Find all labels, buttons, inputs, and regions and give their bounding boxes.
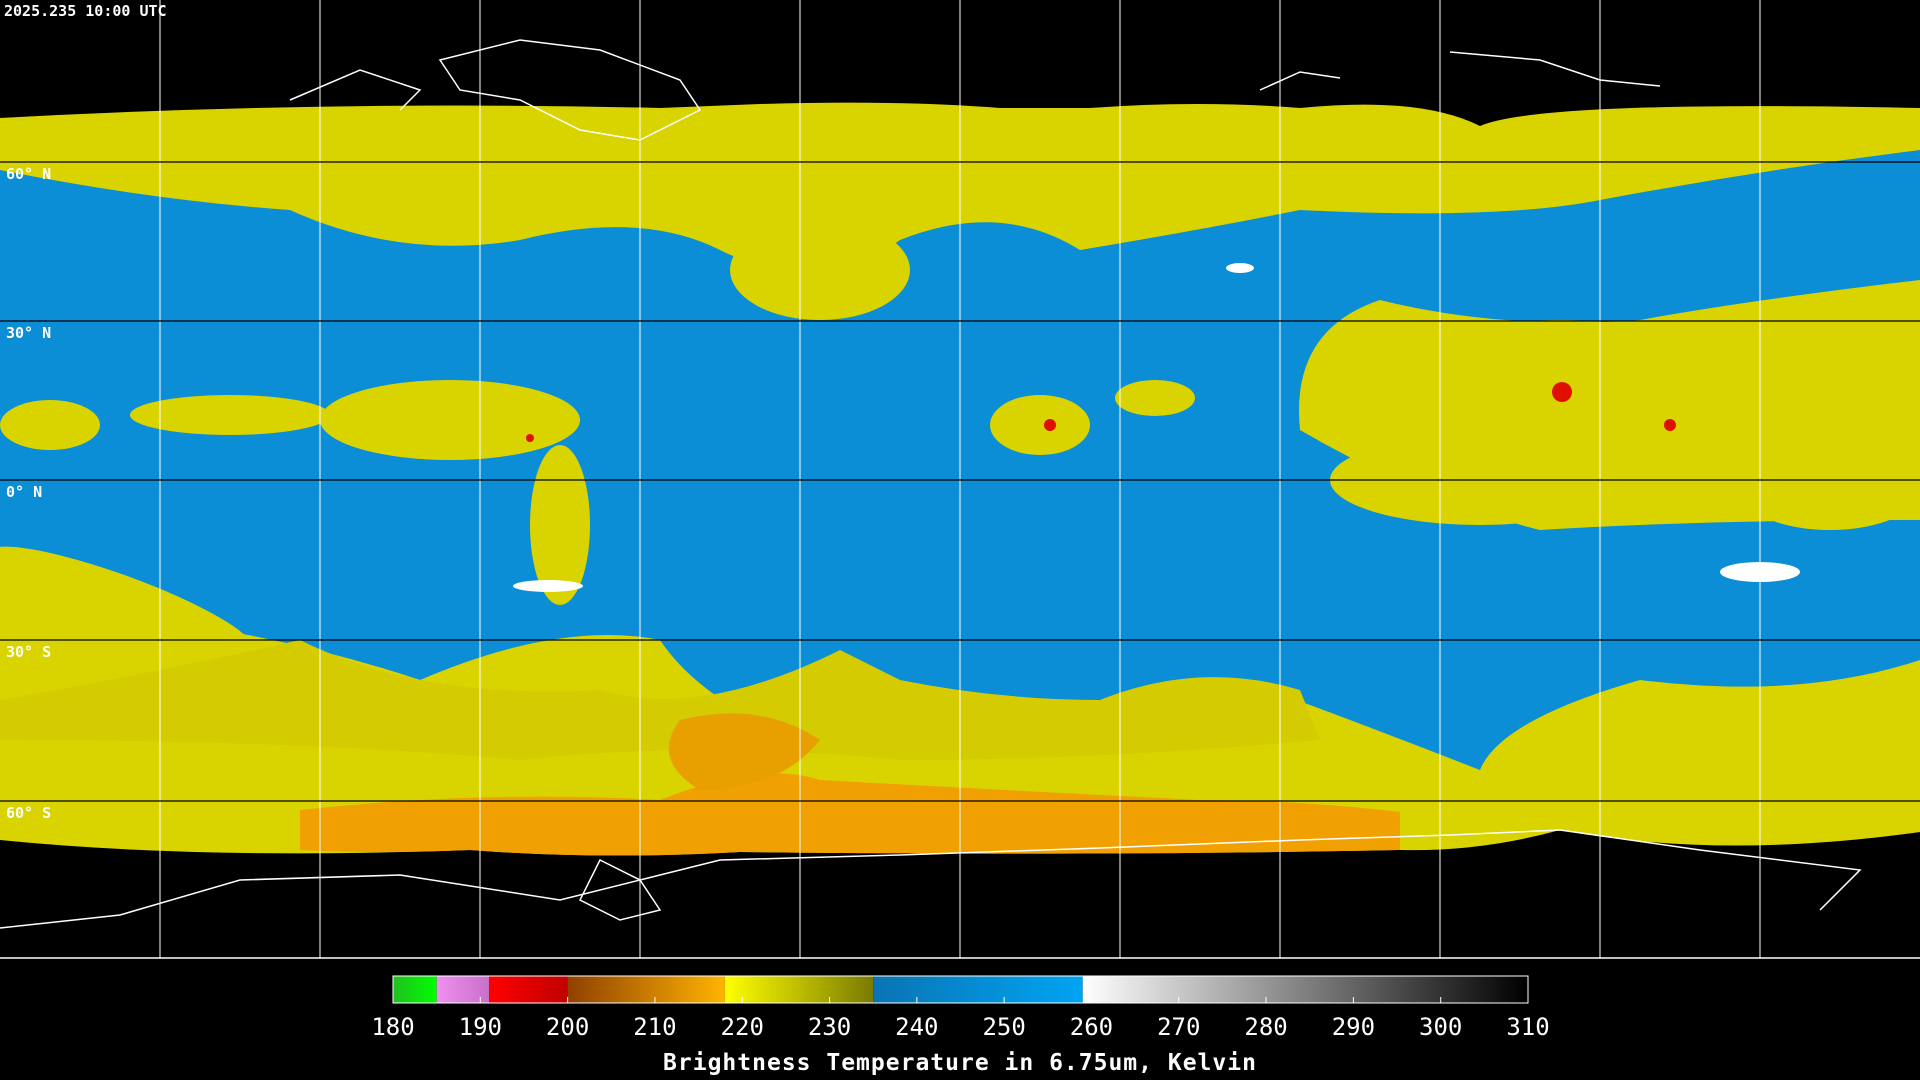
colorbar-tick-label: 300: [1419, 1013, 1462, 1041]
coastline: [289, 69, 422, 111]
colorbar-segment: [873, 976, 1083, 1003]
cold-cloud: [300, 773, 1400, 856]
colorbar-segment: [436, 976, 490, 1003]
colorbar-tick-label: 310: [1506, 1013, 1549, 1041]
colorbar-title: Brightness Temperature in 6.75um, Kelvin: [663, 1050, 1257, 1076]
coastline: [0, 829, 1862, 929]
storm-core: [526, 434, 534, 442]
latitude-label: 30° N: [6, 324, 51, 342]
graticule: [0, 0, 1920, 959]
colorbar-frame: [392, 975, 1529, 1004]
colorbar-tick-label: 260: [1070, 1013, 1113, 1041]
colorbar-tick-label: 180: [371, 1013, 414, 1041]
warm-spot: [513, 580, 583, 592]
timestamp: 2025.235 10:00 UTC: [4, 2, 167, 20]
cloud-cluster: [320, 380, 580, 460]
cloud-swirl: [730, 220, 910, 320]
latitude-label: 60° N: [6, 165, 51, 183]
colorbar-tick-label: 290: [1332, 1013, 1375, 1041]
coastline: [438, 39, 702, 141]
latitude-label: 30° S: [6, 643, 51, 661]
storm-core: [1044, 419, 1056, 431]
storm-core: [1664, 419, 1676, 431]
colorbar-tick-label: 270: [1157, 1013, 1200, 1041]
colorbar-segment: [489, 976, 568, 1003]
cloud-cluster: [1740, 450, 1920, 530]
colorbar-tick-label: 220: [721, 1013, 764, 1041]
latitude-labels: 60° N 30° N 0° N 30° S 60° S: [6, 165, 51, 822]
cloud-cluster: [530, 445, 590, 605]
latitude-label: 0° N: [6, 483, 42, 501]
latitude-label: 60° S: [6, 804, 51, 822]
cloud-cluster: [130, 395, 330, 435]
colorbar-segment: [724, 976, 874, 1003]
cloud-streak: [0, 546, 252, 654]
colorbar-segment: [567, 976, 725, 1003]
colorbar: 180 190 200 210 220 230 240 250 260 270 280 290 300 3…: [371, 975, 1550, 1041]
colorbar-tick-label: 190: [459, 1013, 502, 1041]
cloud-band-south: [0, 640, 1320, 760]
colorbar-segment: [393, 976, 437, 1003]
coastline: [1449, 51, 1661, 87]
colorbar-tick-label: 280: [1244, 1013, 1287, 1041]
warm-spot: [1226, 263, 1254, 273]
colorbar-tick-label: 200: [546, 1013, 589, 1041]
cold-cloud: [668, 713, 820, 790]
colorbar-tick-label: 210: [633, 1013, 676, 1041]
storm-core: [1552, 382, 1572, 402]
cloud-cluster: [1115, 380, 1195, 416]
coastline: [1259, 71, 1341, 91]
colorbar-segment: [1082, 976, 1528, 1003]
colorbar-tick-label: 230: [808, 1013, 851, 1041]
cloud-cluster: [0, 400, 100, 450]
cloud-cluster: [990, 395, 1090, 455]
colorbar-tick-label: 240: [895, 1013, 938, 1041]
colorbar-tick-label: 250: [982, 1013, 1025, 1041]
